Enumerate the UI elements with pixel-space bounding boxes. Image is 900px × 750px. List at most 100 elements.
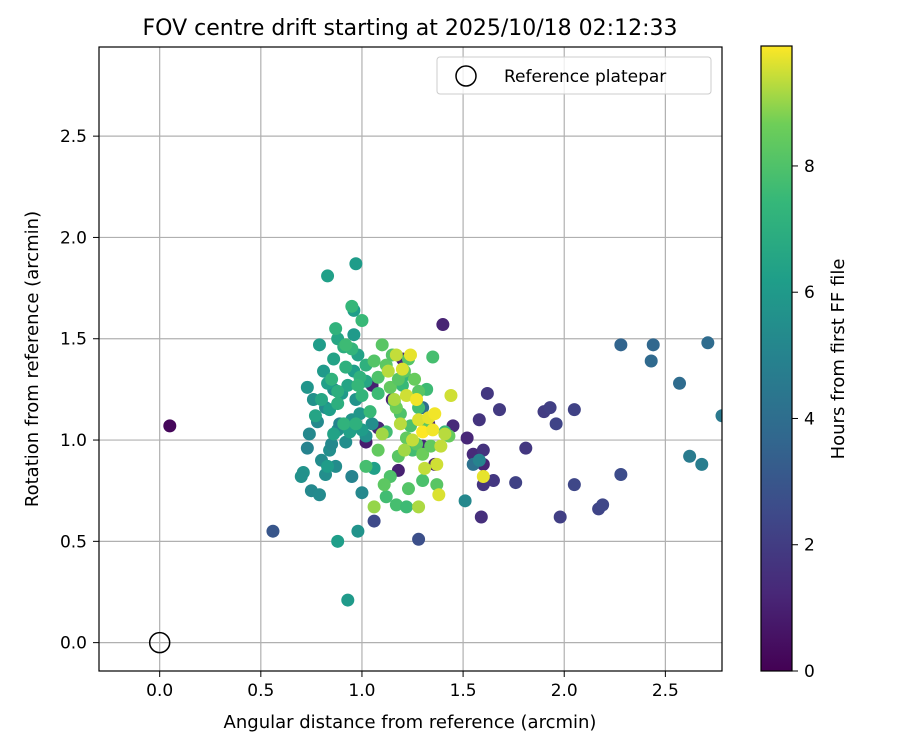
data-point (389, 498, 403, 512)
data-point (339, 360, 353, 374)
y-tick-label: 1.0 (60, 431, 87, 451)
data-point (367, 500, 381, 514)
data-point (325, 372, 339, 386)
data-point (375, 427, 389, 441)
data-point (436, 318, 450, 332)
data-point (460, 431, 474, 445)
data-point (379, 490, 393, 504)
data-point (393, 417, 407, 431)
y-axis-ticks: 0.0 0.5 1.0 1.5 2.0 2.5 (60, 127, 99, 654)
data-point (375, 338, 389, 352)
data-point (715, 409, 722, 423)
legend-box (436, 56, 712, 95)
data-point (458, 494, 472, 508)
data-point (695, 457, 709, 471)
data-point (434, 439, 448, 453)
data-point (476, 470, 490, 484)
data-point (371, 443, 385, 457)
data-point (412, 532, 426, 546)
colorbar: 0 2 4 6 8 Hours from first FF file (760, 45, 849, 682)
data-point (331, 384, 345, 398)
data-point (493, 403, 506, 417)
data-point (399, 500, 413, 514)
data-point (673, 376, 687, 390)
data-point (321, 459, 335, 473)
data-point (472, 413, 486, 427)
data-points (163, 257, 722, 607)
data-point (683, 449, 697, 463)
colorbar-label: Hours from first FF file (828, 259, 849, 460)
data-point (327, 352, 341, 366)
data-point (416, 474, 430, 488)
reference-platepar-marker (148, 631, 171, 654)
x-axis-label: Angular distance from reference (arcmin) (224, 712, 597, 733)
data-point (367, 354, 381, 368)
legend-label: Reference platepar (504, 67, 666, 87)
data-point (644, 354, 658, 368)
y-tick-label: 1.5 (60, 330, 87, 350)
data-point (399, 388, 413, 402)
data-point (355, 486, 369, 500)
data-point (519, 441, 533, 455)
colorbar-tick-label: 4 (804, 409, 815, 429)
data-point (416, 447, 430, 461)
x-tick-label: 2.5 (652, 681, 679, 701)
data-point (317, 364, 331, 378)
data-point (614, 467, 628, 481)
data-point (341, 593, 355, 607)
data-point (416, 425, 430, 439)
data-point (480, 386, 494, 400)
data-point (312, 488, 326, 502)
data-point (315, 393, 328, 407)
colorbar-gradient (760, 45, 793, 672)
data-point (646, 338, 660, 352)
data-point (367, 514, 381, 528)
data-point (353, 407, 367, 421)
data-point (476, 443, 490, 457)
x-tick-label: 0.0 (146, 681, 173, 701)
data-point (408, 372, 422, 386)
data-point (300, 380, 314, 394)
data-point (426, 423, 440, 437)
data-point (327, 427, 341, 441)
data-point (395, 362, 409, 376)
data-point (596, 498, 610, 512)
data-point (312, 338, 326, 352)
colorbar-tick-label: 6 (804, 283, 815, 303)
data-point (444, 388, 458, 402)
data-point (549, 417, 563, 431)
data-point (401, 482, 415, 496)
data-point (329, 322, 343, 336)
colorbar-tick-label: 8 (804, 157, 815, 177)
data-point (331, 534, 345, 548)
data-point (339, 338, 353, 352)
data-point (355, 314, 369, 328)
data-point (371, 370, 385, 384)
data-point (308, 409, 322, 423)
data-point (474, 510, 488, 524)
data-point (412, 413, 426, 427)
x-tick-label: 1.0 (348, 681, 375, 701)
y-axis-label: Rotation from reference (arcmin) (22, 211, 43, 507)
data-point (341, 378, 355, 392)
data-point (472, 453, 486, 467)
data-point (347, 328, 361, 342)
data-point (397, 443, 411, 457)
data-point (331, 397, 345, 411)
legend: Reference platepar (436, 56, 712, 95)
y-tick-label: 2.0 (60, 228, 87, 248)
data-point (381, 364, 395, 378)
data-point (486, 474, 500, 488)
data-point (701, 336, 715, 350)
data-point (432, 488, 446, 502)
data-point (339, 435, 353, 449)
data-point (359, 459, 373, 473)
data-point (406, 433, 420, 447)
data-point (614, 338, 628, 352)
chart-title: FOV centre drift starting at 2025/10/18 … (143, 16, 678, 41)
data-point (553, 510, 567, 524)
x-tick-label: 0.5 (247, 681, 274, 701)
plot-frame (98, 46, 723, 672)
data-point (365, 417, 379, 431)
